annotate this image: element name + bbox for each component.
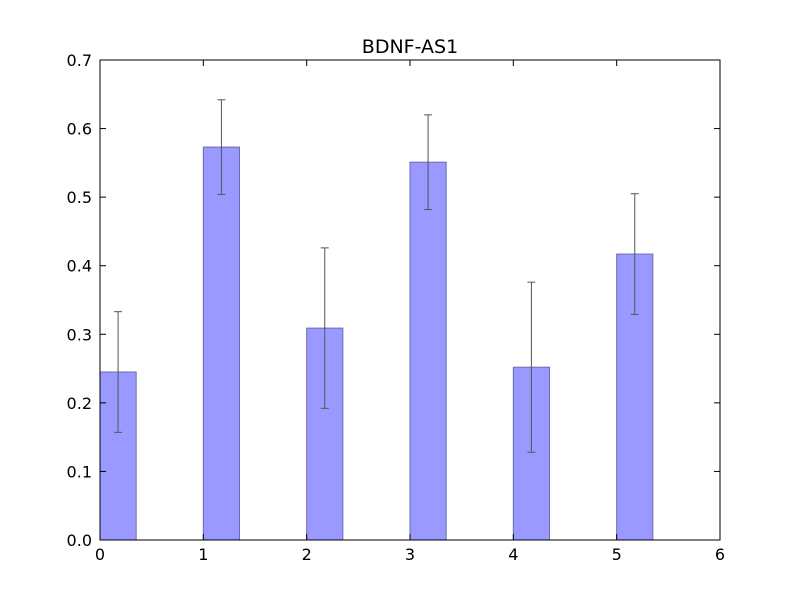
y-tick-label: 0.3 bbox=[67, 325, 92, 344]
error-bar-0 bbox=[114, 311, 123, 433]
x-tick-label: 5 bbox=[612, 545, 622, 564]
x-tick-label: 1 bbox=[198, 545, 208, 564]
bar-3 bbox=[409, 161, 447, 541]
error-bar-1 bbox=[217, 99, 226, 195]
error-bar-3 bbox=[424, 114, 433, 210]
x-tick-label: 4 bbox=[508, 545, 518, 564]
error-bar-4 bbox=[527, 281, 536, 453]
y-tick-label: 0.6 bbox=[67, 120, 92, 139]
error-bar-5 bbox=[630, 193, 639, 315]
x-tick-label: 6 bbox=[715, 545, 725, 564]
x-tick-label: 3 bbox=[405, 545, 415, 564]
y-tick-label: 0.2 bbox=[67, 394, 92, 413]
error-bars bbox=[114, 99, 639, 453]
y-tick-label: 0.7 bbox=[67, 51, 92, 70]
y-tick-label: 0.4 bbox=[67, 257, 92, 276]
error-bar-2 bbox=[320, 247, 329, 409]
x-tick-label: 0 bbox=[95, 545, 105, 564]
y-tick-label: 0.5 bbox=[67, 188, 92, 207]
bars bbox=[99, 146, 654, 541]
x-axis: 0 1 2 3 4 5 6 bbox=[95, 60, 725, 564]
y-axis: 0.0 0.1 0.2 0.3 0.4 0.5 0.6 0.7 bbox=[67, 51, 720, 550]
y-tick-label: 0.0 bbox=[67, 531, 92, 550]
y-tick-label: 0.1 bbox=[67, 462, 92, 481]
bar-1 bbox=[202, 146, 240, 541]
x-tick-label: 2 bbox=[302, 545, 312, 564]
chart-title: BDNF-AS1 bbox=[362, 36, 458, 58]
